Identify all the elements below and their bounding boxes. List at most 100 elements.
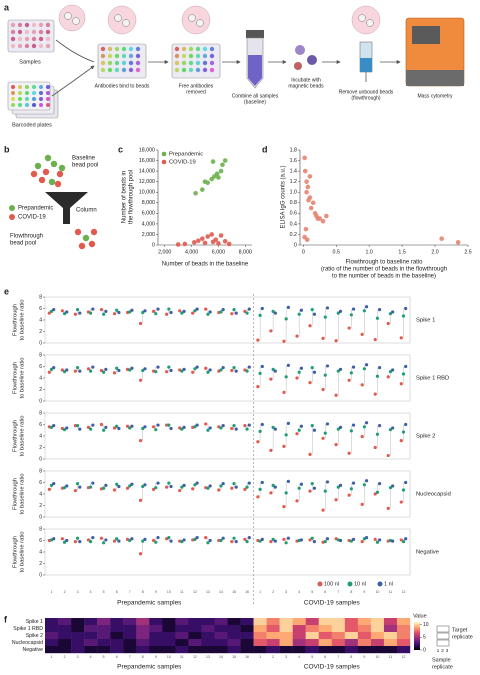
well <box>114 53 120 59</box>
point <box>222 239 228 244</box>
point <box>213 237 219 243</box>
cell <box>292 639 306 647</box>
cell <box>149 618 163 626</box>
x-tick-label: 3 <box>77 655 79 659</box>
point <box>78 540 82 544</box>
point <box>89 427 93 431</box>
x-tick-label: 1.5 <box>398 249 405 255</box>
point <box>206 541 210 545</box>
point <box>75 308 80 312</box>
x-tick-label: 8 <box>142 590 144 594</box>
y-tick-label: 6 <box>39 480 42 486</box>
legend-marker <box>347 581 353 587</box>
legend-label: Prepandemic <box>18 206 53 212</box>
point <box>91 536 95 540</box>
y-tick-label: 2 <box>39 445 42 451</box>
point <box>304 179 309 184</box>
point <box>351 423 356 427</box>
point <box>130 537 134 541</box>
point <box>404 306 408 311</box>
point <box>362 367 366 371</box>
point <box>269 329 273 333</box>
point <box>138 378 143 382</box>
y-tick-label: 2 <box>39 561 42 567</box>
x-tick-label: 6 <box>324 590 326 594</box>
cell <box>71 639 85 647</box>
point <box>152 487 156 491</box>
cell <box>214 639 228 647</box>
point <box>334 339 338 343</box>
point <box>258 539 262 543</box>
cell <box>331 632 346 640</box>
label: magnetic beads <box>288 83 324 89</box>
bead <box>64 12 72 20</box>
point <box>62 312 67 316</box>
point <box>206 428 210 432</box>
point <box>347 493 351 497</box>
well <box>10 29 16 35</box>
cell <box>58 632 72 640</box>
point <box>156 536 160 540</box>
cell <box>201 625 215 633</box>
point <box>299 366 303 370</box>
x-tick-label: 1 <box>259 590 261 594</box>
legend-label: COVID-19 <box>18 215 46 221</box>
label: Flowthrough <box>10 234 43 240</box>
point <box>125 486 130 490</box>
point <box>117 484 121 489</box>
point <box>49 367 54 371</box>
cell <box>292 646 306 654</box>
cell <box>227 625 241 633</box>
point <box>360 383 364 387</box>
x-axis-label: (ratio of the number of beads in the flo… <box>321 267 447 273</box>
x-tick-label: 9 <box>155 655 157 659</box>
panel-name: Nucleocapsid <box>416 492 451 498</box>
point <box>243 424 247 428</box>
point <box>73 488 77 493</box>
point <box>247 307 251 311</box>
cell <box>214 625 228 633</box>
well <box>18 103 22 107</box>
inset <box>351 5 381 35</box>
point <box>324 213 329 219</box>
panel-label: c <box>118 144 123 154</box>
point <box>117 310 121 315</box>
point <box>230 540 234 544</box>
point <box>200 187 205 192</box>
cell <box>266 618 280 626</box>
well <box>135 53 141 59</box>
x-tick-label: 12 <box>402 590 406 594</box>
cell <box>201 618 215 626</box>
cell <box>84 646 98 654</box>
point <box>391 484 395 488</box>
cell <box>266 625 280 633</box>
y-tick-label: 2,000 <box>142 232 155 238</box>
point <box>256 440 260 444</box>
point <box>125 424 130 428</box>
cell <box>253 646 267 654</box>
point <box>282 505 286 509</box>
bead <box>188 14 196 22</box>
well <box>100 67 106 73</box>
well <box>107 46 113 52</box>
point <box>49 483 54 487</box>
point <box>375 432 380 436</box>
well <box>135 67 141 73</box>
point <box>175 242 181 247</box>
well <box>128 46 134 52</box>
point <box>47 370 51 374</box>
point <box>141 539 145 543</box>
point <box>360 502 364 506</box>
x-tick-label: 2 <box>272 590 274 594</box>
cell <box>227 639 241 647</box>
point <box>219 538 223 543</box>
well <box>24 22 30 28</box>
point <box>364 305 369 309</box>
cell <box>97 625 111 633</box>
point <box>167 536 171 540</box>
well <box>195 46 201 52</box>
group-label: COVID-19 samples <box>304 664 361 671</box>
y-axis-label: to baseline ratio <box>20 532 26 573</box>
cell <box>318 618 332 626</box>
point <box>62 428 67 432</box>
